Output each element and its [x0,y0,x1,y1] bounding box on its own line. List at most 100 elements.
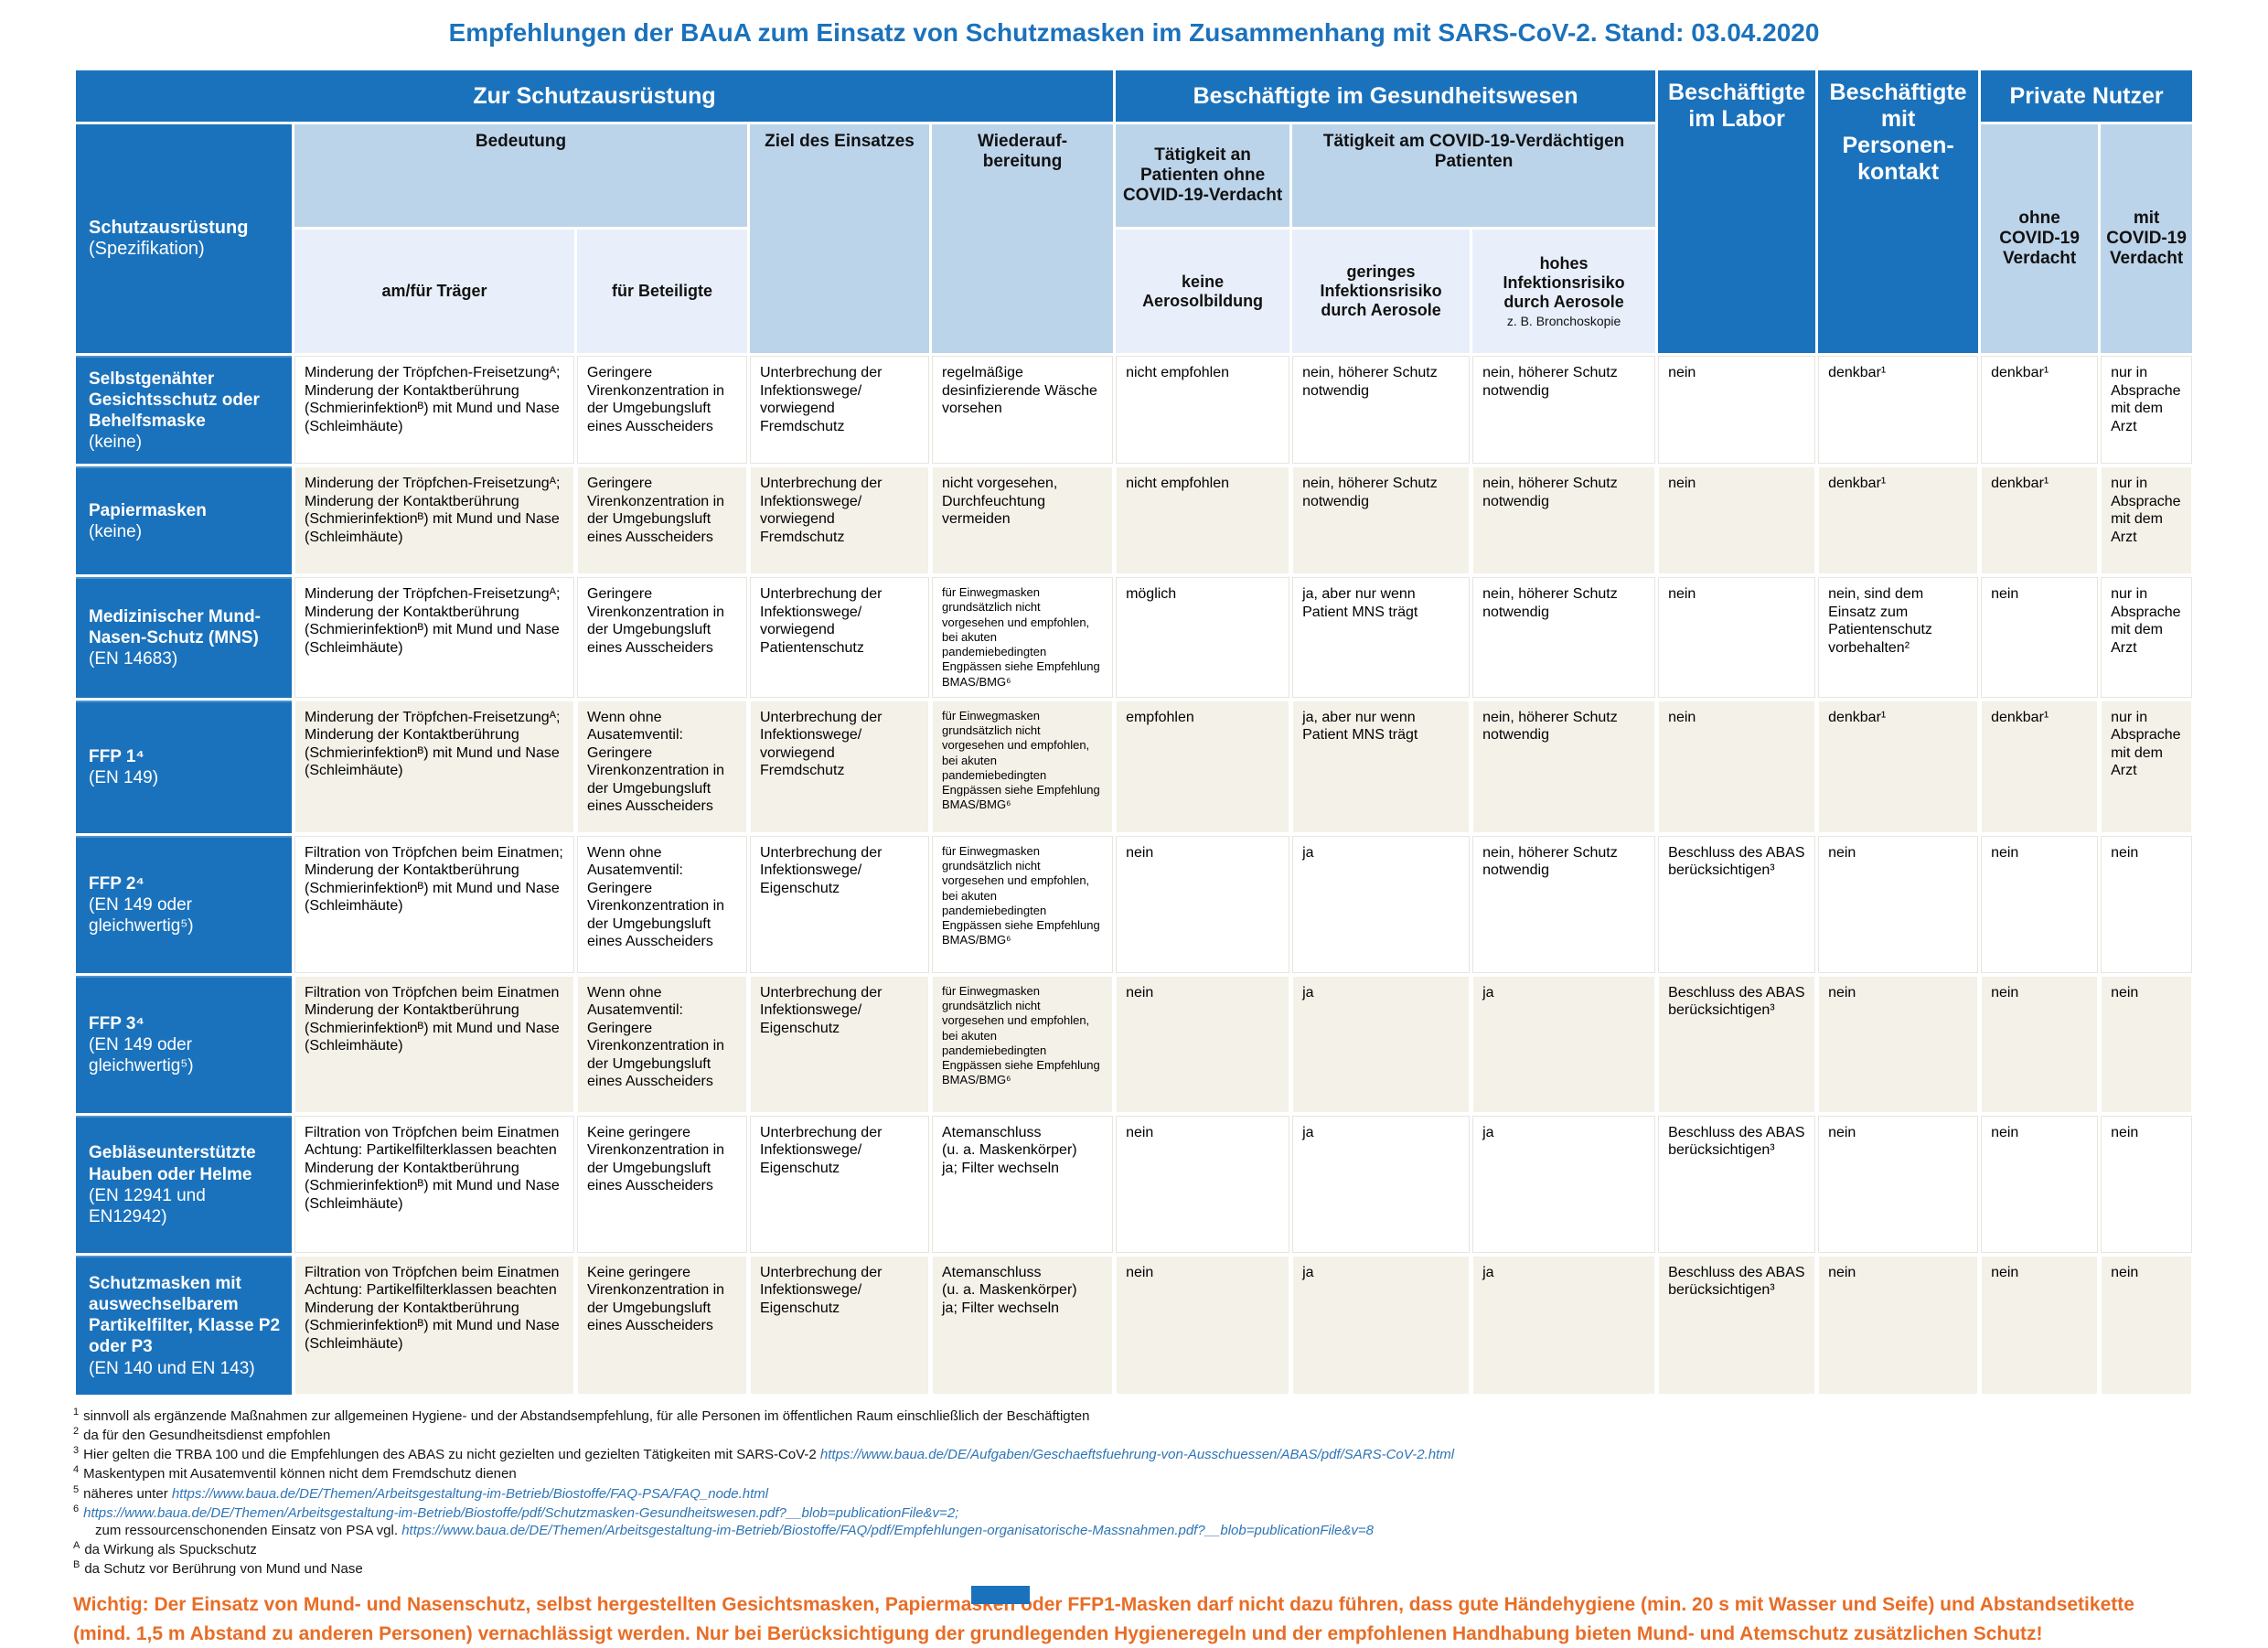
column-header-geringes-risiko: geringes Infektionsrisiko durch Aerosole [1292,230,1471,353]
cell-ohne-covid: denkbar¹ [1981,466,2099,574]
cell-ziel: Unterbrechung der Infektionswege/ Eigens… [750,835,929,973]
cell-traeger: Minderung der Tröpfchen-Freisetzungᴬ; Mi… [294,700,574,833]
cell-geringes-risiko: ja [1292,835,1471,973]
row-label-spec: (EN 140 und EN 143) [89,1358,255,1378]
row-label-name: FFP 3⁴ [89,1013,144,1033]
cell-traeger: Filtration von Tröpfchen beim Einatmen A… [294,1255,574,1395]
band-zur-schutzausruestung: Zur Schutzausrüstung [76,70,1114,122]
row-label: Schutzmasken mit auswechselbarem Partike… [76,1255,292,1395]
cell-personenkontakt: nein [1818,835,1979,973]
cell-keine-aerosol: nein [1116,1115,1290,1253]
label-col-title: Schutzausrüstung [89,218,249,238]
column-header-bedeutung: Bedeutung [294,124,747,227]
cell-wiederauf: Atemanschluss (u. a. Maskenkörper) ja; F… [932,1255,1114,1395]
footnote: 2 da für den Gesundheitsdienst empfohlen [73,1425,2195,1444]
cell-keine-aerosol: nein [1116,835,1290,973]
footnote-marker: 3 [73,1445,80,1457]
cell-mit-covid: nein [2101,1115,2193,1253]
cell-personenkontakt: denkbar¹ [1818,356,1979,464]
cell-hohes-risiko: nein, höherer Schutz notwendig [1472,577,1656,698]
footnotes: 1 sinnvoll als ergänzende Maßnahmen zur a… [73,1406,2195,1578]
cell-wiederauf: regelmäßige desinfizierende Wäsche vorse… [932,356,1114,464]
column-header-hohes-risiko: hohes Infektionsrisiko durch Aerosole z.… [1472,230,1656,353]
table-header: Zur Schutzausrüstung Beschäftigte im Ges… [76,70,2193,353]
table-body: Selbstgenähter Gesichtsschutz oder Behel… [76,356,2193,1395]
table-row: Medizinischer Mund-Nasen-Schutz (MNS) (EN… [76,577,2193,698]
row-label: Selbstgenähter Gesichtsschutz oder Behel… [76,356,292,464]
cell-traeger: Filtration von Tröpfchen beim Einatmen A… [294,1115,574,1253]
cell-wiederauf: Atemanschluss (u. a. Maskenkörper) ja; F… [932,1115,1114,1253]
cell-wiederauf: für Einwegmasken grundsätzlich nicht vor… [932,700,1114,833]
row-label-spec: (EN 149 oder gleichwertig⁵) [89,895,194,936]
footnote-text: da Wirkung als Spuckschutz [84,1542,257,1558]
row-label: FFP 1⁴ (EN 149) [76,700,292,833]
column-header-am-fuer-traeger: am/für Träger [294,230,574,353]
row-label-name: Papiermasken [89,500,207,520]
table-row: Gebläseunterstützte Hauben oder Helme (EN… [76,1115,2193,1253]
cell-ziel: Unterbrechung der Infektionswege/ vorwie… [750,577,929,698]
column-header-wiederaufbereitung: Wiederauf- bereitung [932,124,1114,353]
table-row: Selbstgenähter Gesichtsschutz oder Behel… [76,356,2193,464]
row-label-name: Gebläseunterstützte Hauben oder Helme [89,1143,256,1184]
footnote-link[interactable]: https://www.baua.de/DE/Themen/Arbeitsges… [401,1522,1374,1538]
row-label-name: Medizinischer Mund-Nasen-Schutz (MNS) [89,607,261,648]
row-label: FFP 3⁴ (EN 149 oder gleichwertig⁵) [76,975,292,1113]
footnote-link[interactable]: https://www.baua.de/DE/Themen/Arbeitsges… [171,1485,769,1502]
cell-mit-covid: nur in Absprache mit dem Arzt [2101,466,2193,574]
footnote-marker: 5 [73,1483,80,1495]
cell-ziel: Unterbrechung der Infektionswege/ Eigens… [750,1255,929,1395]
footnote-text: da für den Gesundheitsdienst empfohlen [83,1427,331,1443]
footnote: 3 Hier gelten die TRBA 100 und die Empfeh… [73,1444,2195,1463]
cell-ohne-covid: nein [1981,1115,2099,1253]
row-label-name: FFP 2⁴ [89,873,144,894]
cell-mit-covid: nur in Absprache mit dem Arzt [2101,356,2193,464]
band-labor: Beschäftigte im Labor [1658,70,1816,353]
footnote-marker: 4 [73,1464,80,1476]
cell-beteiligte: Keine geringere Virenkonzentration in de… [577,1255,747,1395]
cell-wiederauf: für Einwegmasken grundsätzlich nicht vor… [932,975,1114,1113]
cell-keine-aerosol: empfohlen [1116,700,1290,833]
column-header-mit-covid: mit COVID-19 Verdacht [2101,124,2193,353]
cell-geringes-risiko: ja, aber nur wenn Patient MNS trägt [1292,577,1471,698]
cell-geringes-risiko: ja [1292,1255,1471,1395]
cell-ohne-covid: nein [1981,1255,2099,1395]
row-label-spec: (EN 12941 und EN12942) [89,1185,206,1226]
table-row: FFP 1⁴ (EN 149) Minderung der Tröpfchen-Fr… [76,700,2193,833]
cell-mit-covid: nein [2101,975,2193,1113]
band-personenkontakt: Beschäftigte mit Personen-kontakt [1818,70,1979,353]
cell-traeger: Minderung der Tröpfchen-Freisetzungᴬ; Mi… [294,577,574,698]
cell-ziel: Unterbrechung der Infektionswege/ vorwie… [750,466,929,574]
footnote-text: sinnvoll als ergänzende Maßnahmen zur al… [83,1407,1090,1424]
cell-ohne-covid: denkbar¹ [1981,700,2099,833]
footnote-marker: B [73,1559,80,1571]
footnote-link[interactable]: https://www.baua.de/DE/Themen/Arbeitsges… [83,1504,959,1521]
cell-personenkontakt: nein [1818,1115,1979,1253]
cell-beteiligte: Wenn ohne Ausatemventil: Geringere Viren… [577,700,747,833]
cell-ziel: Unterbrechung der Infektionswege/ Eigens… [750,1115,929,1253]
hohes-risiko-label: hohes Infektionsrisiko durch Aerosole [1503,254,1625,311]
cell-geringes-risiko: nein, höherer Schutz notwendig [1292,466,1471,574]
cell-hohes-risiko: ja [1472,1255,1656,1395]
table-row: Schutzmasken mit auswechselbarem Partike… [76,1255,2193,1395]
cell-beteiligte: Wenn ohne Ausatemventil: Geringere Viren… [577,975,747,1113]
cell-traeger: Filtration von Tröpfchen beim Einatmen; … [294,835,574,973]
cell-hohes-risiko: nein, höherer Schutz notwendig [1472,466,1656,574]
cell-keine-aerosol: möglich [1116,577,1290,698]
cell-beteiligte: Geringere Virenkonzentration in der Umge… [577,466,747,574]
footnote-link[interactable]: https://www.baua.de/DE/Aufgaben/Geschaef… [819,1447,1455,1463]
table-row: FFP 3⁴ (EN 149 oder gleichwertig⁵) Filtrat… [76,975,2193,1113]
cell-personenkontakt: denkbar¹ [1818,700,1979,833]
footnote-marker: 2 [73,1425,80,1437]
cell-wiederauf: für Einwegmasken grundsätzlich nicht vor… [932,577,1114,698]
cell-personenkontakt: nein, sind dem Einsatz zum Patientenschu… [1818,577,1979,698]
footnote: 4 Maskentypen mit Ausatemventil können ni… [73,1463,2195,1482]
cell-personenkontakt: nein [1818,1255,1979,1395]
row-label-name: FFP 1⁴ [89,747,144,767]
warning-text: Wichtig: Der Einsatz von Mund- und Nasen… [73,1594,2134,1644]
column-header-fuer-beteiligte: für Beteiligte [577,230,747,353]
cell-keine-aerosol: nein [1116,975,1290,1113]
cell-labor: nein [1658,700,1816,833]
